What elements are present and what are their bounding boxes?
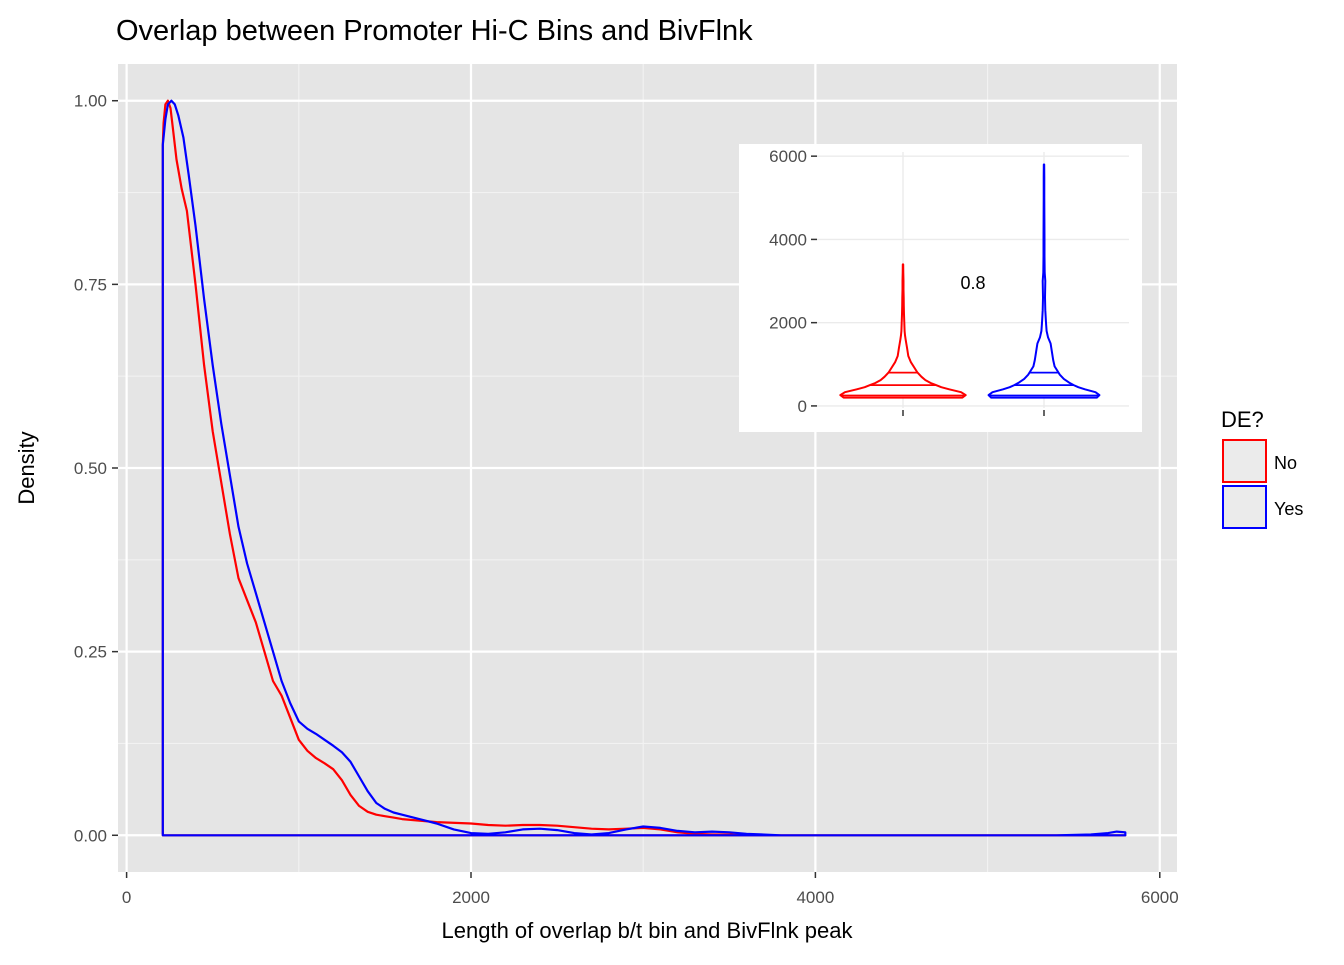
y-tick-label: 1.00 [74, 92, 107, 111]
inset-annotation: 0.8 [960, 273, 985, 293]
x-tick-label: 0 [122, 888, 131, 907]
y-tick-label: 0.00 [74, 826, 107, 845]
legend-key-yes [1222, 485, 1267, 529]
inset-x-axis-ticks [902, 410, 1045, 416]
violin-yes [987, 163, 1101, 399]
legend: DE? No Yes [1221, 407, 1303, 529]
y-tick-label: 0.75 [74, 275, 107, 294]
legend-entries: No Yes [1222, 439, 1303, 529]
legend-label-yes: Yes [1274, 499, 1303, 519]
density-line-yes [161, 99, 1127, 837]
inset-y-tick-label: 6000 [769, 147, 807, 166]
legend-label-no: No [1274, 453, 1297, 473]
grid-major [118, 64, 1177, 872]
inset-y-tick-label: 4000 [769, 230, 807, 249]
x-axis-title: Length of overlap b/t bin and BivFlnk pe… [442, 918, 854, 943]
x-tick-label: 4000 [796, 888, 834, 907]
y-tick-label: 0.50 [74, 459, 107, 478]
y-tick-label: 0.25 [74, 643, 107, 662]
violin-inset: 0 2000 4000 6000 0.8 [739, 144, 1142, 432]
inset-y-tick-label: 0 [798, 397, 807, 416]
x-tick-label: 2000 [452, 888, 490, 907]
legend-key-no [1222, 439, 1267, 483]
inset-violins [839, 163, 1101, 399]
inset-y-tick-label: 2000 [769, 314, 807, 333]
legend-title: DE? [1221, 407, 1264, 432]
x-tick-label: 6000 [1141, 888, 1179, 907]
y-axis-ticks: 0.00 0.25 0.50 0.75 1.00 [74, 92, 118, 845]
violin-no [839, 263, 967, 399]
series-layer [161, 99, 1127, 837]
x-axis-ticks: 0 2000 4000 6000 [122, 872, 1179, 907]
chart-title: Overlap between Promoter Hi-C Bins and B… [116, 15, 753, 47]
inset-panel [817, 152, 1129, 408]
inset-y-axis-ticks: 0 2000 4000 6000 [769, 147, 817, 416]
y-axis-title: Density [14, 431, 39, 504]
